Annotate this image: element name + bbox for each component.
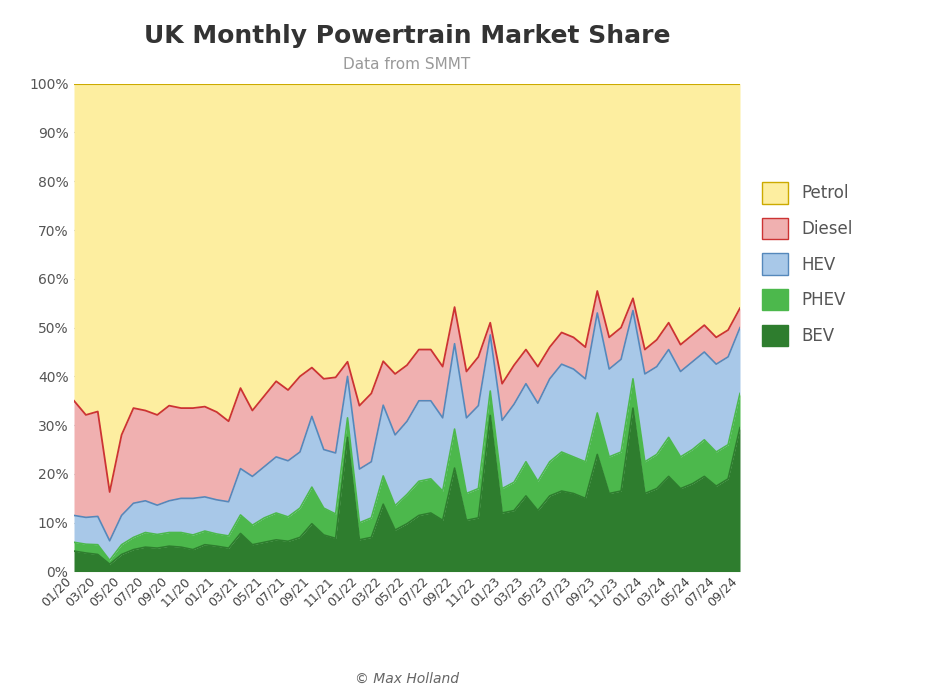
Text: UK Monthly Powertrain Market Share: UK Monthly Powertrain Market Share xyxy=(143,24,671,48)
Text: © Max Holland: © Max Holland xyxy=(355,672,459,686)
Text: Data from SMMT: Data from SMMT xyxy=(343,57,471,72)
Legend: Petrol, Diesel, HEV, PHEV, BEV: Petrol, Diesel, HEV, PHEV, BEV xyxy=(755,176,859,353)
